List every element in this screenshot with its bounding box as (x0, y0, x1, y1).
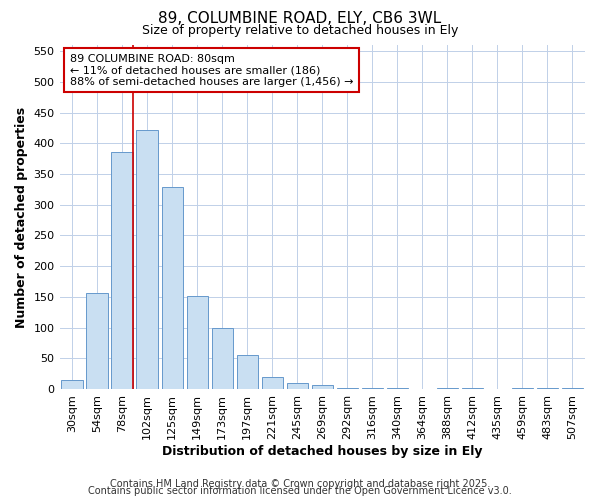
Bar (337, 388, 358, 389)
Bar (437, 388, 458, 389)
Text: 89 COLUMBINE ROAD: 80sqm
← 11% of detached houses are smaller (186)
88% of semi-: 89 COLUMBINE ROAD: 80sqm ← 11% of detach… (70, 54, 353, 87)
Bar (212, 328, 233, 389)
Text: Size of property relative to detached houses in Ely: Size of property relative to detached ho… (142, 24, 458, 37)
Bar (562, 388, 583, 389)
Bar (86, 292, 108, 389)
Text: Contains HM Land Registry data © Crown copyright and database right 2025.: Contains HM Land Registry data © Crown c… (110, 479, 490, 489)
Bar (387, 388, 408, 389)
Bar (462, 388, 483, 389)
Bar (287, 383, 308, 389)
Text: Contains public sector information licensed under the Open Government Licence v3: Contains public sector information licen… (88, 486, 512, 496)
Bar (187, 296, 208, 389)
Bar (136, 130, 158, 389)
Bar (262, 376, 283, 389)
Y-axis label: Number of detached properties: Number of detached properties (15, 106, 28, 328)
Bar (112, 152, 133, 389)
Bar (311, 386, 333, 389)
Bar (236, 355, 258, 389)
Bar (512, 388, 533, 389)
Text: 89, COLUMBINE ROAD, ELY, CB6 3WL: 89, COLUMBINE ROAD, ELY, CB6 3WL (158, 11, 442, 26)
Bar (362, 388, 383, 389)
Bar (161, 188, 183, 389)
X-axis label: Distribution of detached houses by size in Ely: Distribution of detached houses by size … (162, 444, 482, 458)
Bar (537, 388, 558, 389)
Bar (61, 380, 83, 389)
